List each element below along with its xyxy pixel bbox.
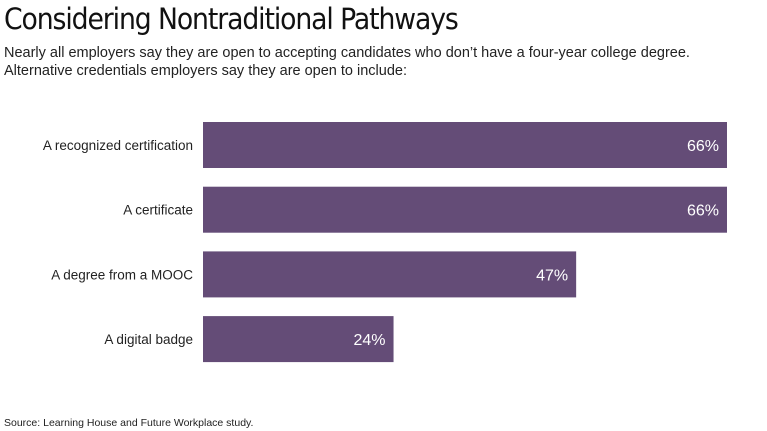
value-label: 66% bbox=[687, 138, 719, 155]
bar bbox=[203, 316, 394, 363]
chart-title: Considering Nontraditional Pathways bbox=[4, 2, 459, 36]
bar-group: A recognized certification 66% bbox=[43, 122, 727, 168]
category-label: A degree from a MOOC bbox=[51, 267, 193, 282]
chart-subtitle: Nearly all employers say they are open t… bbox=[4, 44, 690, 80]
bar bbox=[203, 186, 727, 233]
bar bbox=[203, 122, 727, 168]
subtitle-line-1: Nearly all employers say they are open t… bbox=[4, 45, 690, 61]
source-note: Source: Learning House and Future Workpl… bbox=[4, 417, 254, 429]
value-label: 47% bbox=[536, 267, 568, 284]
subtitle-line-2: Alternative credentials employers say th… bbox=[4, 63, 407, 79]
category-label: A certificate bbox=[123, 203, 193, 218]
bar bbox=[203, 251, 577, 298]
value-label: 24% bbox=[354, 332, 386, 349]
bar-group: A certificate 66% bbox=[123, 186, 727, 233]
value-label: 66% bbox=[687, 203, 719, 220]
category-label: A recognized certification bbox=[43, 138, 193, 153]
bar-group: A digital badge 24% bbox=[104, 316, 394, 363]
category-label: A digital badge bbox=[104, 332, 193, 347]
bar-group: A degree from a MOOC 47% bbox=[51, 251, 577, 298]
